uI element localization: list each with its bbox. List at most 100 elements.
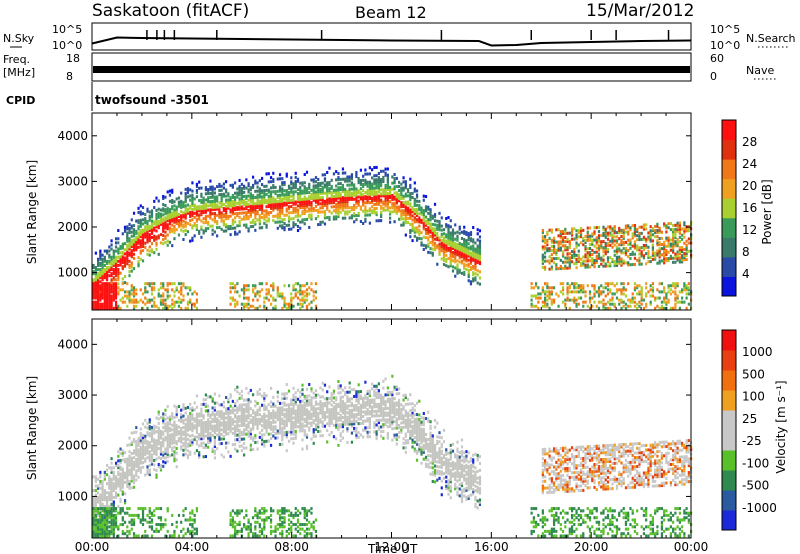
- echo-cell: [245, 211, 248, 215]
- echo-cell: [658, 255, 661, 259]
- echo-cell: [283, 296, 286, 300]
- echo-cell: [303, 284, 306, 288]
- echo-cell: [642, 248, 646, 252]
- echo-cell: [159, 286, 163, 290]
- echo-cell: [292, 192, 295, 196]
- echo-cell: [620, 288, 623, 292]
- echo-cell: [588, 255, 592, 259]
- echo-cell: [189, 420, 192, 424]
- echo-cell: [287, 219, 291, 223]
- echo-cell: [256, 199, 259, 203]
- echo-cell: [350, 195, 354, 199]
- echo-cell: [463, 244, 466, 248]
- echo-cell: [164, 234, 167, 238]
- echo-cell: [139, 224, 142, 228]
- echo-cell: [114, 288, 118, 292]
- echo-cell: [678, 246, 681, 250]
- echo-cell: [570, 254, 574, 258]
- echo-cell: [353, 189, 356, 193]
- echo-cell: [348, 189, 351, 193]
- colorbar-tick-label: 24: [742, 157, 757, 171]
- echo-cell: [406, 188, 410, 192]
- echo-cell: [162, 430, 165, 434]
- echo-cell: [146, 456, 149, 460]
- echo-cell: [135, 471, 138, 475]
- echo-cell: [397, 205, 401, 209]
- echo-cell: [476, 252, 479, 256]
- echo-cell: [155, 215, 158, 219]
- echo-cell: [186, 421, 190, 425]
- echo-cell: [411, 208, 414, 212]
- echo-cell: [119, 499, 122, 503]
- echo-cell: [141, 422, 145, 426]
- echo-cell: [292, 182, 295, 186]
- echo-cell: [135, 462, 138, 466]
- echo-cell: [427, 205, 430, 209]
- echo-cell: [314, 200, 318, 204]
- echo-cell: [665, 257, 668, 261]
- echo-cell: [164, 408, 167, 412]
- echo-cell: [299, 284, 302, 288]
- echo-cell: [683, 227, 686, 231]
- echo-cell: [96, 527, 100, 531]
- echo-cell: [166, 507, 169, 511]
- echo-cell: [128, 292, 131, 296]
- echo-cell: [640, 225, 643, 229]
- echo-cell: [130, 458, 133, 462]
- echo-cell: [117, 263, 120, 267]
- echo-cell: [674, 284, 677, 288]
- echo-cell: [103, 475, 106, 479]
- echo-cell: [622, 288, 625, 292]
- echo-cell: [611, 258, 614, 262]
- echo-cell: [254, 195, 257, 199]
- echo-cell: [427, 218, 430, 222]
- echo-cell: [451, 265, 455, 269]
- echo-cell: [245, 215, 248, 219]
- echo-cell: [103, 523, 106, 527]
- echo-cell: [308, 207, 311, 211]
- echo-cell: [180, 520, 183, 524]
- echo-cell: [548, 306, 551, 310]
- echo-cell: [103, 520, 106, 524]
- echo-cell: [467, 254, 470, 258]
- echo-cell: [144, 534, 147, 538]
- echo-cell: [586, 247, 589, 251]
- echo-cell: [454, 256, 457, 260]
- echo-cell: [276, 220, 279, 224]
- echo-cell: [103, 274, 106, 278]
- echo-cell: [110, 265, 113, 269]
- echo-cell: [624, 247, 628, 251]
- echo-cell: [460, 243, 464, 247]
- echo-cell: [285, 191, 288, 195]
- echo-cell: [373, 166, 376, 170]
- echo-cell: [380, 188, 383, 192]
- echo-cell: [672, 236, 675, 240]
- echo-cell: [162, 421, 165, 425]
- echo-cell: [658, 290, 661, 294]
- echo-cell: [105, 502, 109, 506]
- echo-cell: [99, 509, 102, 513]
- echo-cell: [431, 231, 434, 235]
- echo-cell: [633, 300, 637, 304]
- echo-cell: [577, 231, 580, 235]
- echo-cell: [294, 175, 297, 179]
- echo-cell: [328, 209, 331, 213]
- echo-cell: [429, 251, 432, 255]
- echo-cell: [189, 511, 192, 515]
- echo-cell: [202, 221, 205, 225]
- echo-cell: [157, 252, 160, 256]
- echo-cell: [299, 189, 302, 193]
- echo-cell: [148, 249, 151, 253]
- echo-cell: [162, 437, 165, 441]
- echo-cell: [157, 437, 160, 441]
- echo-cell: [96, 532, 100, 536]
- echo-cell: [119, 271, 122, 275]
- echo-cell: [114, 475, 118, 479]
- echo-cell: [96, 278, 100, 282]
- echo-cell: [267, 205, 270, 209]
- echo-cell: [467, 236, 470, 240]
- echo-cell: [445, 241, 448, 245]
- echo-cell: [258, 294, 261, 298]
- echo-cell: [310, 201, 313, 205]
- echo-cell: [669, 238, 672, 242]
